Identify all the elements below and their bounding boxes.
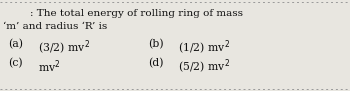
Text: (c): (c)	[8, 58, 23, 68]
Text: (d): (d)	[148, 58, 163, 68]
Text: (3/2) mv$^2$: (3/2) mv$^2$	[38, 39, 90, 57]
Text: (a): (a)	[8, 39, 23, 49]
Text: ‘m’ and radius ‘R’ is: ‘m’ and radius ‘R’ is	[3, 22, 107, 31]
Text: (b): (b)	[148, 39, 164, 49]
Text: (1/2) mv$^2$: (1/2) mv$^2$	[178, 39, 230, 57]
Text: mv$^2$: mv$^2$	[38, 58, 61, 75]
Text: (5/2) mv$^2$: (5/2) mv$^2$	[178, 58, 230, 76]
Text: : The total energy of rolling ring of mass: : The total energy of rolling ring of ma…	[30, 9, 243, 18]
